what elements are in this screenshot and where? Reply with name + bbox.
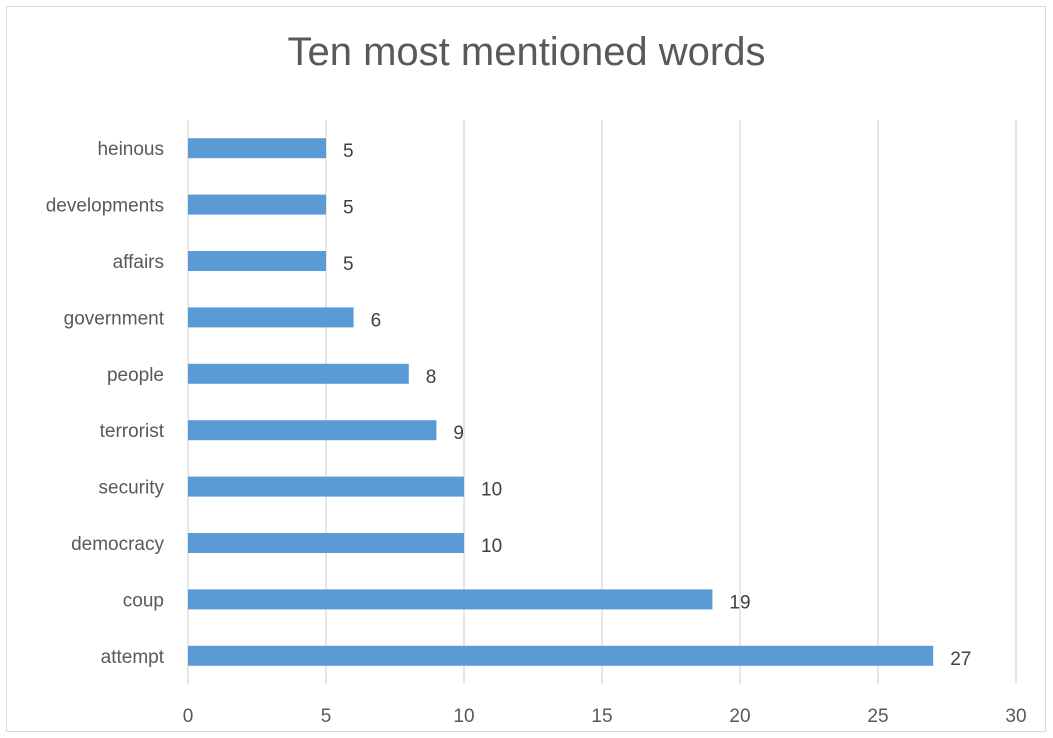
x-axis-ticks: 0 5 10 15 20 25 30 — [183, 706, 1027, 727]
x-tick-label: 30 — [1005, 706, 1026, 727]
x-tick-label: 20 — [729, 706, 750, 727]
category-labels: attempt coup democracy security terrorist peo… — [46, 139, 165, 668]
bar-terrorist — [188, 420, 437, 441]
category-label: affairs — [113, 252, 164, 273]
category-label: government — [64, 308, 165, 329]
data-label: 5 — [343, 198, 354, 219]
x-tick-label: 15 — [591, 706, 612, 727]
bar-government — [188, 307, 354, 328]
bar-developments — [188, 194, 326, 215]
bar-affairs — [188, 251, 326, 271]
category-label: developments — [46, 196, 164, 217]
x-tick-label: 10 — [453, 706, 474, 727]
data-label: 10 — [481, 480, 502, 501]
bar-people — [188, 363, 409, 384]
data-label: 6 — [371, 310, 382, 331]
category-label: democracy — [71, 534, 164, 555]
bars — [188, 138, 934, 666]
bar-heinous — [188, 138, 326, 159]
bar-democracy — [188, 533, 464, 553]
category-label: people — [107, 365, 164, 386]
category-label: attempt — [101, 647, 165, 668]
bar-security — [188, 476, 464, 497]
data-label: 9 — [453, 423, 464, 444]
data-labels: 27 19 10 10 9 8 6 5 5 5 — [343, 141, 971, 670]
data-label: 8 — [426, 367, 437, 388]
data-label: 10 — [481, 536, 502, 557]
data-label: 5 — [343, 254, 354, 275]
category-label: security — [99, 478, 165, 499]
category-label: terrorist — [100, 421, 165, 442]
bar-coup — [188, 589, 713, 610]
chart-frame — [6, 6, 1046, 732]
category-label: coup — [123, 590, 164, 611]
data-label: 27 — [950, 649, 971, 670]
x-tick-label: 25 — [867, 706, 888, 727]
bar-attempt — [188, 645, 934, 666]
x-tick-label: 5 — [321, 706, 332, 727]
x-tick-label: 0 — [183, 706, 194, 727]
chart-title: Ten most mentioned words — [287, 30, 766, 74]
data-label: 5 — [343, 141, 354, 162]
data-label: 19 — [729, 592, 750, 613]
category-label: heinous — [97, 139, 164, 160]
